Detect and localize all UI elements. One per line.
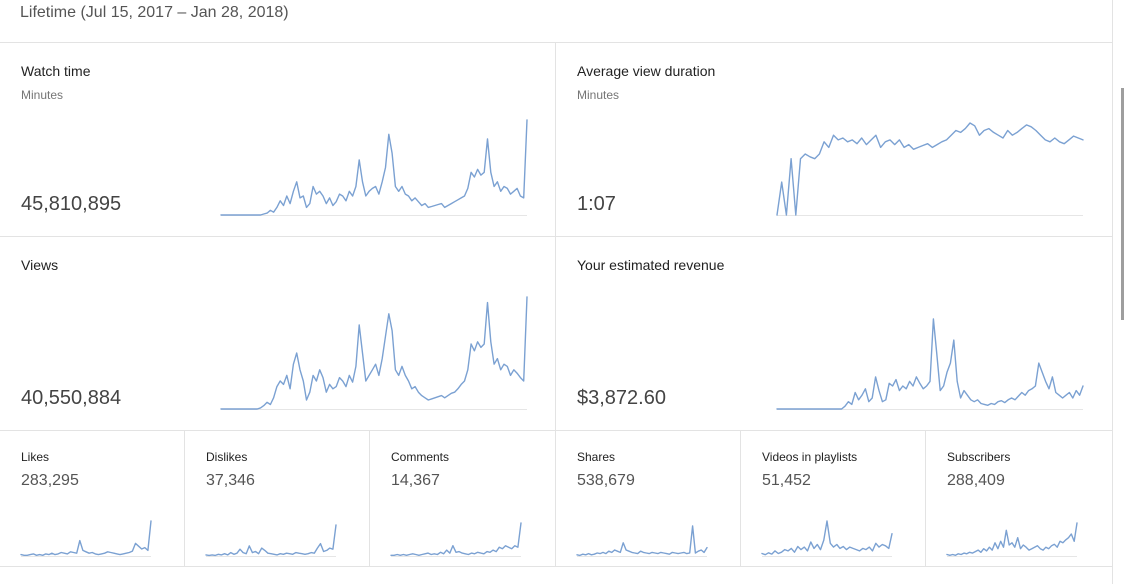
comments-title: Comments bbox=[391, 450, 450, 464]
avg-view-duration-sparkline bbox=[776, 122, 1084, 216]
sparkline-series bbox=[761, 520, 893, 556]
estimated-revenue-value: $3,872.60 bbox=[577, 387, 666, 409]
watch-time-title: Watch time bbox=[21, 63, 91, 79]
sparkline-series bbox=[946, 522, 1078, 556]
watch-time-unit: Minutes bbox=[21, 88, 64, 102]
views-card[interactable]: Views 40,550,884 bbox=[0, 237, 556, 431]
date-range-header: Lifetime (Jul 15, 2017 – Jan 28, 2018) bbox=[0, 0, 1112, 43]
dislikes-card[interactable]: Dislikes 37,346 bbox=[185, 431, 370, 567]
comments-sparkline bbox=[390, 522, 522, 557]
estimated-revenue-sparkline bbox=[776, 318, 1084, 410]
sparkline-series bbox=[776, 122, 1084, 216]
subscribers-sparkline bbox=[946, 522, 1078, 557]
estimated-revenue-card[interactable]: Your estimated revenue $3,872.60 bbox=[556, 237, 1112, 431]
views-value: 40,550,884 bbox=[21, 387, 122, 409]
comments-value: 14,367 bbox=[391, 472, 440, 489]
shares-value: 538,679 bbox=[577, 472, 635, 489]
dislikes-sparkline bbox=[205, 524, 337, 557]
avg-view-duration-value: 1:07 bbox=[577, 193, 616, 215]
subscribers-value: 288,409 bbox=[947, 472, 1005, 489]
subscribers-title: Subscribers bbox=[947, 450, 1011, 464]
likes-card[interactable]: Likes 283,295 bbox=[0, 431, 185, 567]
avg-view-duration-card[interactable]: Average view duration Minutes 1:07 bbox=[556, 43, 1112, 237]
sparkline-series bbox=[20, 520, 152, 556]
sparkline-series bbox=[576, 525, 708, 557]
shares-title: Shares bbox=[577, 450, 616, 464]
date-range-title[interactable]: Lifetime (Jul 15, 2017 – Jan 28, 2018) bbox=[20, 4, 289, 21]
videos-in-playlists-value: 51,452 bbox=[762, 472, 811, 489]
views-title: Views bbox=[21, 257, 59, 273]
shares-sparkline bbox=[576, 525, 708, 557]
comments-card[interactable]: Comments 14,367 bbox=[370, 431, 556, 567]
views-sparkline bbox=[220, 296, 528, 410]
videos-in-playlists-sparkline bbox=[761, 520, 893, 557]
watch-time-sparkline bbox=[220, 119, 528, 216]
sparkline-series bbox=[776, 318, 1084, 410]
scrollbar-thumb[interactable] bbox=[1121, 88, 1124, 320]
sparkline-series bbox=[205, 524, 337, 557]
avg-view-duration-title: Average view duration bbox=[577, 63, 716, 79]
dislikes-title: Dislikes bbox=[206, 450, 248, 464]
videos-in-playlists-title: Videos in playlists bbox=[762, 450, 858, 464]
shares-card[interactable]: Shares 538,679 bbox=[556, 431, 741, 567]
avg-view-duration-unit: Minutes bbox=[577, 88, 620, 102]
watch-time-card[interactable]: Watch time Minutes 45,810,895 bbox=[0, 43, 556, 237]
likes-sparkline bbox=[20, 520, 152, 557]
subscribers-card[interactable]: Subscribers 288,409 bbox=[926, 431, 1112, 567]
sparkline-series bbox=[390, 522, 522, 556]
estimated-revenue-title: Your estimated revenue bbox=[577, 257, 725, 273]
sparkline-series bbox=[220, 296, 528, 410]
likes-title: Likes bbox=[21, 450, 50, 464]
dislikes-value: 37,346 bbox=[206, 472, 255, 489]
videos-in-playlists-card[interactable]: Videos in playlists 51,452 bbox=[741, 431, 926, 567]
sparkline-series bbox=[220, 119, 528, 216]
likes-value: 283,295 bbox=[21, 472, 79, 489]
watch-time-value: 45,810,895 bbox=[21, 193, 122, 215]
